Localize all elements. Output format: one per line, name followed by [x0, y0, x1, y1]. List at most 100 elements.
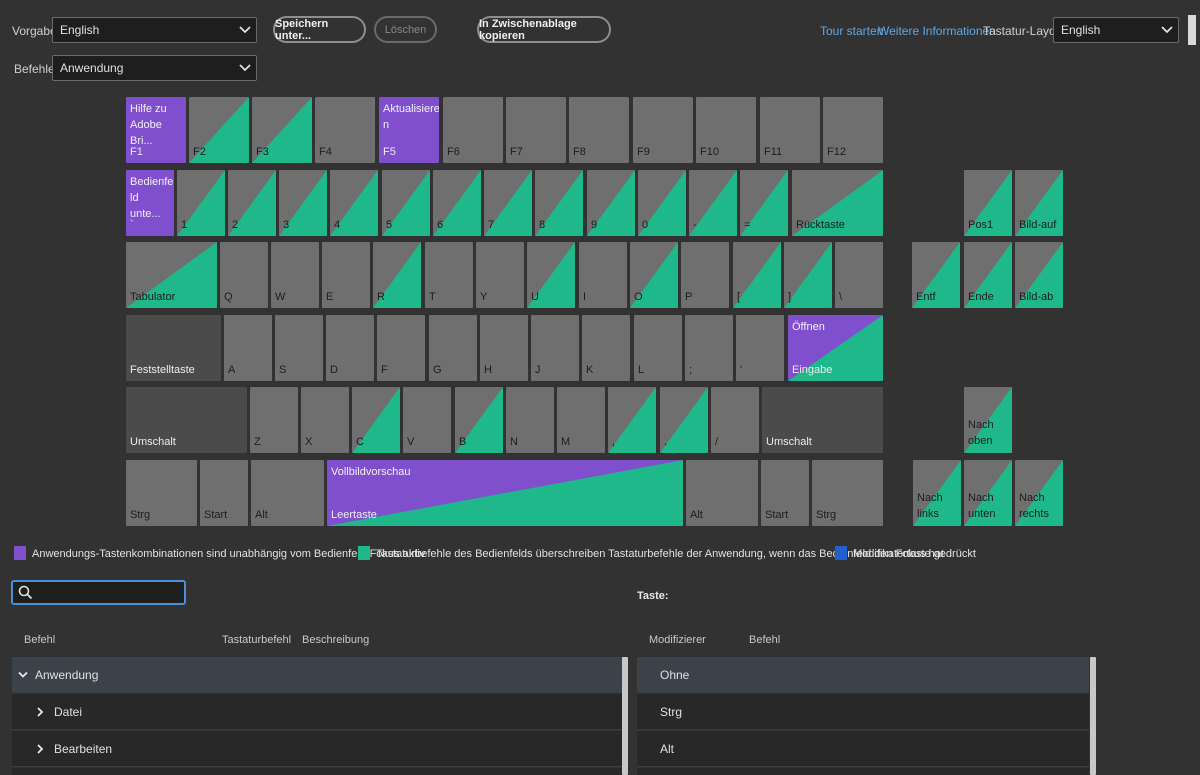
key-j[interactable]: J	[531, 315, 579, 381]
tree-row-application[interactable]: Anwendung	[12, 657, 622, 693]
search-input[interactable]	[37, 583, 181, 604]
key-backspace[interactable]: Rücktaste	[792, 170, 883, 236]
tour-link[interactable]: Tour starten	[820, 24, 884, 38]
key-r[interactable]: R	[373, 242, 421, 308]
key-z[interactable]: Z	[250, 387, 298, 453]
key-w[interactable]: W	[271, 242, 319, 308]
key-a[interactable]: A	[224, 315, 272, 381]
column-header-modifier-command[interactable]: Befehl	[749, 634, 781, 646]
key-capslock[interactable]: Feststelltaste	[126, 315, 221, 381]
key-quote[interactable]: '	[736, 315, 784, 381]
key-e[interactable]: E	[322, 242, 370, 308]
key-tab[interactable]: Tabulator	[126, 242, 217, 308]
key-t[interactable]: T	[425, 242, 473, 308]
key-ctrl-left[interactable]: Strg	[126, 460, 197, 526]
modifier-table-scrollbar[interactable]	[1090, 657, 1096, 775]
key-arrow-up[interactable]: Nach oben	[964, 387, 1012, 453]
chevron-right-icon[interactable]	[36, 743, 44, 754]
key-f2[interactable]: F2	[189, 97, 249, 163]
save-as-button[interactable]: Speichern unter...	[273, 16, 366, 43]
key-h[interactable]: H	[480, 315, 528, 381]
keyboard-layout-select[interactable]: English	[1053, 17, 1179, 43]
key-i[interactable]: I	[579, 242, 627, 308]
key-shift-left[interactable]: Umschalt	[126, 387, 247, 453]
key-end[interactable]: Ende	[964, 242, 1012, 308]
key-ctrl-right[interactable]: Strg	[812, 460, 883, 526]
column-header-command[interactable]: Befehl	[24, 634, 56, 646]
key-o[interactable]: O	[630, 242, 678, 308]
key-space[interactable]: Vollbildvorschau Leertaste	[327, 460, 683, 526]
key-f7[interactable]: F7	[506, 97, 566, 163]
key-p[interactable]: P	[681, 242, 729, 308]
key-start-left[interactable]: Start	[200, 460, 248, 526]
key-n[interactable]: N	[506, 387, 554, 453]
modifier-row[interactable]: Ohne	[637, 657, 1089, 693]
column-header-shortcut[interactable]: Tastaturbefehl	[222, 634, 292, 646]
key-arrow-down[interactable]: Nach unten	[964, 460, 1012, 526]
column-header-description[interactable]: Beschreibung	[302, 634, 370, 646]
key-k[interactable]: K	[582, 315, 630, 381]
key-n9[interactable]: 9	[587, 170, 635, 236]
key-f3[interactable]: F3	[252, 97, 312, 163]
key-enter[interactable]: Öffnen Eingabe	[788, 315, 883, 381]
key-s[interactable]: S	[275, 315, 323, 381]
key-q[interactable]: Q	[220, 242, 268, 308]
commands-table-scrollbar[interactable]	[622, 657, 628, 775]
modifier-row[interactable]: Strg	[637, 694, 1089, 730]
key-f9[interactable]: F9	[633, 97, 693, 163]
key-g[interactable]: G	[429, 315, 477, 381]
key-f6[interactable]: F6	[443, 97, 503, 163]
key-c[interactable]: C	[352, 387, 400, 453]
key-home[interactable]: Pos1	[964, 170, 1012, 236]
key-n0[interactable]: 0	[638, 170, 686, 236]
key-d[interactable]: D	[326, 315, 374, 381]
key-n2[interactable]: 2	[228, 170, 276, 236]
key-alt-right[interactable]: Alt	[686, 460, 758, 526]
key-l[interactable]: L	[634, 315, 682, 381]
key-lbracket[interactable]: [	[733, 242, 781, 308]
key-f[interactable]: F	[377, 315, 425, 381]
key-semicolon[interactable]: ;	[685, 315, 733, 381]
key-pagedown[interactable]: Bild-ab	[1015, 242, 1063, 308]
key-slash[interactable]: /	[711, 387, 759, 453]
key-start-right[interactable]: Start	[761, 460, 809, 526]
key-delete[interactable]: Entf	[912, 242, 960, 308]
key-f1[interactable]: Hilfe zu Adobe Bri... F1	[126, 97, 186, 163]
key-n3[interactable]: 3	[279, 170, 327, 236]
key-shift-right[interactable]: Umschalt	[762, 387, 883, 453]
key-n8[interactable]: 8	[535, 170, 583, 236]
key-f11[interactable]: F11	[760, 97, 820, 163]
key-m[interactable]: M	[557, 387, 605, 453]
key-arrow-left[interactable]: Nach links	[913, 460, 961, 526]
key-f8[interactable]: F8	[569, 97, 629, 163]
key-b[interactable]: B	[455, 387, 503, 453]
key-n4[interactable]: 4	[330, 170, 378, 236]
key-v[interactable]: V	[403, 387, 451, 453]
key-n7[interactable]: 7	[484, 170, 532, 236]
key-backslash[interactable]: \	[835, 242, 883, 308]
search-field[interactable]	[11, 580, 186, 605]
column-header-modifier[interactable]: Modifizierer	[649, 634, 706, 646]
key-f4[interactable]: F4	[315, 97, 375, 163]
key-x[interactable]: X	[301, 387, 349, 453]
copy-to-clipboard-button[interactable]: In Zwischenablage kopieren	[477, 16, 611, 43]
tree-row-edit[interactable]: Bearbeiten	[12, 731, 622, 767]
key-f5[interactable]: Aktualisiere n F5	[379, 97, 439, 163]
commands-select[interactable]: Anwendung	[52, 55, 257, 81]
key-pageup[interactable]: Bild-auf	[1015, 170, 1063, 236]
more-info-link[interactable]: Weitere Informationen	[878, 24, 996, 38]
key-n6[interactable]: 6	[433, 170, 481, 236]
key-n1[interactable]: 1	[177, 170, 225, 236]
modifier-row[interactable]: Alt	[637, 731, 1089, 767]
window-scrollbar[interactable]	[1188, 15, 1196, 45]
key-period[interactable]: .	[660, 387, 708, 453]
tree-row-file[interactable]: Datei	[12, 694, 622, 730]
chevron-right-icon[interactable]	[36, 706, 44, 717]
preset-select[interactable]: English	[52, 17, 257, 43]
key-backtick[interactable]: Bedienfe ld unte... `	[126, 170, 174, 236]
key-alt-left[interactable]: Alt	[251, 460, 324, 526]
key-minus[interactable]: -	[689, 170, 737, 236]
key-comma[interactable]: ,	[608, 387, 656, 453]
key-arrow-right[interactable]: Nach rechts	[1015, 460, 1063, 526]
key-rbracket[interactable]: ]	[784, 242, 832, 308]
